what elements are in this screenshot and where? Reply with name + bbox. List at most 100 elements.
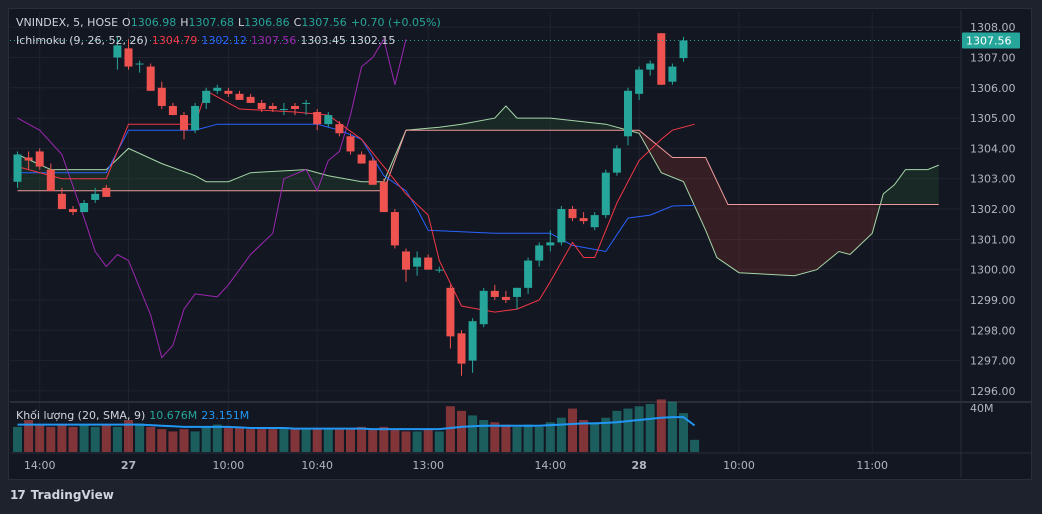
candle-body[interactable]	[579, 218, 588, 222]
candle-body[interactable]	[435, 269, 444, 271]
volume-bar[interactable]	[379, 426, 389, 452]
candle-body[interactable]	[657, 33, 666, 85]
volume-bar[interactable]	[35, 424, 45, 452]
candle-body[interactable]	[246, 96, 255, 103]
candle-body[interactable]	[635, 69, 644, 94]
candle-body[interactable]	[102, 187, 111, 197]
candle-body[interactable]	[257, 102, 266, 109]
volume-bar[interactable]	[68, 426, 78, 452]
volume-bar[interactable]	[346, 429, 355, 452]
candle-body[interactable]	[135, 63, 144, 65]
ichimoku-name[interactable]: Ichimoku (9, 26, 52, 26)	[16, 34, 148, 47]
tradingview-footer[interactable]: 17 TradingView	[10, 488, 114, 502]
candle-body[interactable]	[557, 209, 566, 243]
candle-body[interactable]	[157, 87, 166, 106]
volume-bar[interactable]	[412, 431, 422, 452]
volume-bar[interactable]	[57, 424, 67, 452]
candle-body[interactable]	[46, 169, 55, 191]
volume-bar[interactable]	[13, 426, 22, 452]
candle-body[interactable]	[490, 290, 499, 297]
candle-body[interactable]	[368, 160, 377, 185]
symbol-name[interactable]: VNINDEX, 5, HOSE	[16, 16, 119, 29]
volume-bar[interactable]	[423, 429, 433, 452]
volume-bar[interactable]	[612, 410, 622, 452]
candle-body[interactable]	[568, 209, 577, 219]
candle-body[interactable]	[113, 45, 122, 58]
volume-bar[interactable]	[24, 420, 34, 452]
candle-body[interactable]	[146, 66, 155, 91]
volume-bar[interactable]	[257, 429, 267, 452]
volume-bar[interactable]	[390, 429, 400, 452]
candle-body[interactable]	[379, 181, 388, 213]
candle-body[interactable]	[35, 151, 44, 167]
candle-body[interactable]	[168, 105, 177, 116]
candle-body[interactable]	[346, 136, 355, 152]
volume-bar[interactable]	[46, 426, 56, 452]
candle-body[interactable]	[612, 148, 621, 173]
candle-body[interactable]	[479, 290, 488, 325]
volume-bar[interactable]	[490, 422, 500, 452]
volume-bar[interactable]	[645, 404, 655, 452]
candle-body[interactable]	[590, 215, 599, 228]
volume-bar[interactable]	[334, 429, 344, 452]
volume-bar[interactable]	[168, 431, 178, 452]
candle-body[interactable]	[535, 245, 544, 261]
candle-body[interactable]	[180, 115, 188, 131]
candle-body[interactable]	[313, 112, 322, 125]
volume-bar[interactable]	[268, 429, 278, 452]
volume-bar[interactable]	[667, 401, 677, 452]
volume-bar[interactable]	[434, 431, 444, 452]
volume-bar[interactable]	[235, 426, 244, 452]
volume-bar[interactable]	[457, 410, 466, 452]
candle-body[interactable]	[457, 333, 466, 364]
candle-body[interactable]	[279, 109, 288, 110]
candle-body[interactable]	[235, 93, 244, 100]
candle-body[interactable]	[191, 105, 200, 131]
volume-bar[interactable]	[357, 426, 367, 452]
candle-body[interactable]	[91, 193, 100, 200]
volume-bar[interactable]	[179, 429, 189, 452]
volume-bar[interactable]	[290, 429, 300, 452]
candle-body[interactable]	[224, 90, 233, 94]
volume-bar[interactable]	[312, 429, 322, 452]
volume-bar[interactable]	[568, 408, 577, 452]
volume-bar[interactable]	[301, 429, 311, 452]
candle-body[interactable]	[446, 287, 455, 337]
volume-bar[interactable]	[501, 424, 511, 452]
volume-bar[interactable]	[679, 413, 688, 452]
candle-body[interactable]	[57, 193, 66, 210]
volume-bar[interactable]	[479, 420, 489, 452]
volume-bar[interactable]	[368, 429, 378, 452]
volume-bar[interactable]	[246, 429, 256, 452]
candle-body[interactable]	[291, 105, 299, 109]
candle-body[interactable]	[646, 63, 655, 70]
volume-bar[interactable]	[157, 429, 167, 452]
volume-bar[interactable]	[468, 415, 478, 452]
candle-body[interactable]	[24, 157, 33, 161]
volume-bar[interactable]	[401, 431, 411, 452]
volume-bar[interactable]	[656, 399, 666, 452]
candle-body[interactable]	[302, 102, 311, 104]
candle-body[interactable]	[624, 90, 632, 137]
volume-bar[interactable]	[190, 431, 200, 452]
volume-bar[interactable]	[223, 426, 233, 452]
volume-bar[interactable]	[79, 424, 89, 452]
volume-bar[interactable]	[445, 406, 455, 452]
candle-body[interactable]	[324, 115, 333, 125]
volume-bar[interactable]	[601, 417, 611, 452]
volume-name[interactable]: Khối lượng (20, SMA, 9)	[16, 409, 146, 422]
candle-body[interactable]	[268, 105, 277, 109]
candle-body[interactable]	[424, 257, 433, 270]
candle-body[interactable]	[524, 260, 533, 288]
candle-body[interactable]	[413, 257, 422, 267]
volume-bar[interactable]	[534, 426, 544, 452]
volume-bar[interactable]	[112, 426, 122, 452]
candle-body[interactable]	[335, 124, 344, 134]
volume-bar[interactable]	[135, 423, 145, 452]
volume-bar[interactable]	[201, 426, 211, 452]
candle-body[interactable]	[546, 242, 555, 246]
candle-body[interactable]	[668, 66, 677, 82]
volume-bar[interactable]	[101, 424, 111, 452]
volume-bar[interactable]	[634, 406, 644, 452]
